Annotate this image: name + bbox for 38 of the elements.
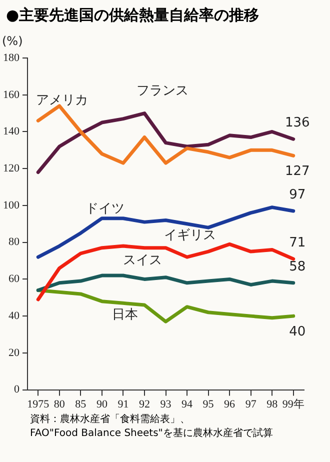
y-tick-label: 80 xyxy=(8,236,20,248)
data-label: 127 xyxy=(284,164,310,180)
x-tick-label: 1975 xyxy=(27,398,50,410)
series-label: 日本 xyxy=(112,308,138,323)
chart-title: ●主要先進国の供給熱量自給率の推移 xyxy=(5,5,260,26)
y-tick-label: 20 xyxy=(8,346,20,359)
y-tick-label: 100 xyxy=(3,199,20,212)
y-tick-label: 160 xyxy=(3,88,20,101)
x-tick-label: 97 xyxy=(245,398,257,410)
data-label: 97 xyxy=(289,187,306,202)
x-tick-label: 98 xyxy=(266,398,278,410)
x-tick-label: 99年 xyxy=(282,398,304,410)
series-label: スイス xyxy=(123,252,162,268)
y-tick-label: 0 xyxy=(14,384,20,396)
x-tick-label: 85 xyxy=(75,398,87,410)
y-tick-label: 180 xyxy=(3,52,20,64)
x-tick-label: 96 xyxy=(224,398,236,410)
x-tick-label: 91 xyxy=(118,398,129,410)
x-tick-label: 93 xyxy=(160,398,172,410)
x-tick-label: 80 xyxy=(54,398,66,410)
series-label: ドイツ xyxy=(86,201,125,216)
y-axis-title: (%) xyxy=(2,34,23,48)
y-tick-label: 120 xyxy=(3,162,20,174)
x-tick-label: 95 xyxy=(202,398,214,410)
text: 資料：農林水産省「食料需給表」、 FAO"Food Balance Sheets"を基に農林水産省で試算 xyxy=(29,413,274,441)
x-tick-label: 90 xyxy=(96,398,108,410)
y-tick-label: 40 xyxy=(8,310,20,322)
data-label: 58 xyxy=(289,259,306,274)
series-label: フランス xyxy=(136,84,188,99)
data-label: 71 xyxy=(289,235,306,250)
data-label: 136 xyxy=(284,115,310,130)
x-tick-label: 92 xyxy=(138,398,150,410)
y-tick-label: 140 xyxy=(3,126,20,138)
series-label: アメリカ xyxy=(36,93,88,108)
data-label: 40 xyxy=(289,324,306,340)
y-tick-label: 60 xyxy=(8,273,20,286)
series-label: イギリス xyxy=(164,228,216,244)
x-tick-label: 94 xyxy=(182,398,194,410)
